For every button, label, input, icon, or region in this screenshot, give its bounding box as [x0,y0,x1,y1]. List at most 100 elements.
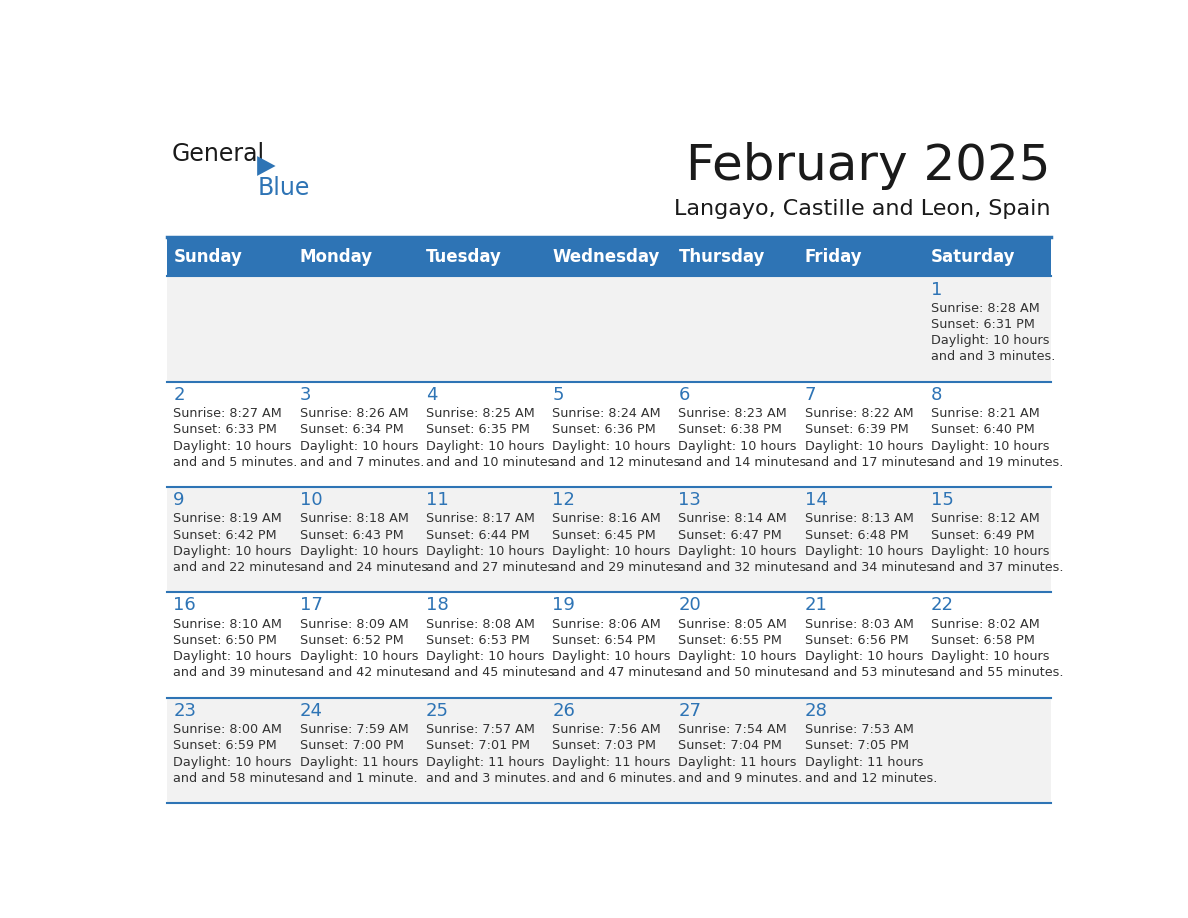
Text: Sunset: 7:01 PM: Sunset: 7:01 PM [425,739,530,752]
Text: and and 24 minutes.: and and 24 minutes. [299,561,432,574]
Text: Daylight: 10 hours: Daylight: 10 hours [804,440,923,453]
Text: 7: 7 [804,386,816,404]
Bar [672,238,798,276]
Text: 21: 21 [804,597,828,614]
Text: Sunrise: 8:25 AM: Sunrise: 8:25 AM [425,407,535,420]
Text: 28: 28 [804,701,828,720]
Bar [924,592,1051,698]
Text: 23: 23 [173,701,196,720]
Bar [798,238,924,276]
Text: and and 29 minutes.: and and 29 minutes. [552,561,684,574]
Text: Sunset: 6:33 PM: Sunset: 6:33 PM [173,423,277,436]
Text: Sunset: 6:58 PM: Sunset: 6:58 PM [931,634,1035,647]
Text: and and 32 minutes.: and and 32 minutes. [678,561,810,574]
Text: Daylight: 10 hours: Daylight: 10 hours [931,334,1049,347]
Text: 13: 13 [678,491,701,509]
Text: and and 50 minutes.: and and 50 minutes. [678,666,811,679]
Bar [419,276,545,382]
Text: 24: 24 [299,701,323,720]
Text: 12: 12 [552,491,575,509]
Text: and and 34 minutes.: and and 34 minutes. [804,561,937,574]
Text: Sunrise: 8:05 AM: Sunrise: 8:05 AM [678,618,788,631]
Text: Sunrise: 7:54 AM: Sunrise: 7:54 AM [678,723,788,736]
Text: Sunset: 6:54 PM: Sunset: 6:54 PM [552,634,656,647]
Text: Sunrise: 8:24 AM: Sunrise: 8:24 AM [552,407,661,420]
Text: Daylight: 10 hours: Daylight: 10 hours [425,545,544,558]
Text: Daylight: 10 hours: Daylight: 10 hours [931,440,1049,453]
Text: Sunrise: 8:19 AM: Sunrise: 8:19 AM [173,512,282,525]
Text: Sunset: 7:05 PM: Sunset: 7:05 PM [804,739,909,752]
Bar [545,698,672,803]
Text: Sunrise: 8:03 AM: Sunrise: 8:03 AM [804,618,914,631]
Text: and and 3 minutes.: and and 3 minutes. [931,351,1055,364]
Text: Sunrise: 8:12 AM: Sunrise: 8:12 AM [931,512,1040,525]
Text: Daylight: 11 hours: Daylight: 11 hours [299,756,418,768]
Text: Sunset: 6:48 PM: Sunset: 6:48 PM [804,529,909,542]
Text: Daylight: 10 hours: Daylight: 10 hours [299,545,418,558]
Bar [924,238,1051,276]
Bar [293,487,419,592]
Text: 15: 15 [931,491,954,509]
Text: and and 7 minutes.: and and 7 minutes. [299,456,424,469]
Bar [924,698,1051,803]
Text: 20: 20 [678,597,701,614]
Text: Sunrise: 8:26 AM: Sunrise: 8:26 AM [299,407,409,420]
Text: Daylight: 10 hours: Daylight: 10 hours [552,650,671,663]
Text: Sunrise: 8:09 AM: Sunrise: 8:09 AM [299,618,409,631]
Text: and and 5 minutes.: and and 5 minutes. [173,456,298,469]
Text: Langayo, Castille and Leon, Spain: Langayo, Castille and Leon, Spain [675,198,1051,218]
Bar [293,382,419,487]
Text: Daylight: 10 hours: Daylight: 10 hours [804,545,923,558]
Text: Sunset: 6:47 PM: Sunset: 6:47 PM [678,529,782,542]
Text: 6: 6 [678,386,690,404]
Text: Wednesday: Wednesday [552,248,659,266]
Text: Daylight: 10 hours: Daylight: 10 hours [552,545,671,558]
Text: and and 58 minutes.: and and 58 minutes. [173,772,305,785]
Bar [419,698,545,803]
Text: Sunrise: 8:00 AM: Sunrise: 8:00 AM [173,723,283,736]
Bar [419,592,545,698]
Text: Sunset: 6:31 PM: Sunset: 6:31 PM [931,318,1035,331]
Text: Sunset: 6:53 PM: Sunset: 6:53 PM [425,634,530,647]
Text: Daylight: 11 hours: Daylight: 11 hours [678,756,797,768]
Text: and and 19 minutes.: and and 19 minutes. [931,456,1063,469]
Text: Daylight: 11 hours: Daylight: 11 hours [425,756,544,768]
Bar [545,276,672,382]
Text: Daylight: 10 hours: Daylight: 10 hours [552,440,671,453]
Bar [798,382,924,487]
Polygon shape [257,156,276,176]
Bar [672,698,798,803]
Text: Monday: Monday [299,248,373,266]
Text: Sunrise: 8:08 AM: Sunrise: 8:08 AM [425,618,535,631]
Bar [166,276,293,382]
Bar [293,592,419,698]
Bar [798,592,924,698]
Text: and and 42 minutes.: and and 42 minutes. [299,666,432,679]
Bar [166,698,293,803]
Text: Daylight: 10 hours: Daylight: 10 hours [173,545,292,558]
Bar [924,487,1051,592]
Bar [293,238,419,276]
Bar [166,382,293,487]
Text: 26: 26 [552,701,575,720]
Text: Sunrise: 8:21 AM: Sunrise: 8:21 AM [931,407,1040,420]
Bar [672,487,798,592]
Text: Sunset: 6:50 PM: Sunset: 6:50 PM [173,634,277,647]
Text: and and 55 minutes.: and and 55 minutes. [931,666,1063,679]
Bar [166,238,293,276]
Bar [672,592,798,698]
Text: Daylight: 10 hours: Daylight: 10 hours [931,650,1049,663]
Text: Sunrise: 8:02 AM: Sunrise: 8:02 AM [931,618,1040,631]
Text: and and 37 minutes.: and and 37 minutes. [931,561,1063,574]
Text: Sunrise: 8:22 AM: Sunrise: 8:22 AM [804,407,914,420]
Text: Sunrise: 7:53 AM: Sunrise: 7:53 AM [804,723,914,736]
Text: Daylight: 10 hours: Daylight: 10 hours [173,650,292,663]
Text: 25: 25 [425,701,449,720]
Text: Thursday: Thursday [678,248,765,266]
Text: and and 27 minutes.: and and 27 minutes. [425,561,558,574]
Text: Sunrise: 8:06 AM: Sunrise: 8:06 AM [552,618,661,631]
Bar [798,276,924,382]
Text: Sunset: 6:38 PM: Sunset: 6:38 PM [678,423,783,436]
Text: Sunset: 6:52 PM: Sunset: 6:52 PM [299,634,404,647]
Text: Sunset: 6:39 PM: Sunset: 6:39 PM [804,423,909,436]
